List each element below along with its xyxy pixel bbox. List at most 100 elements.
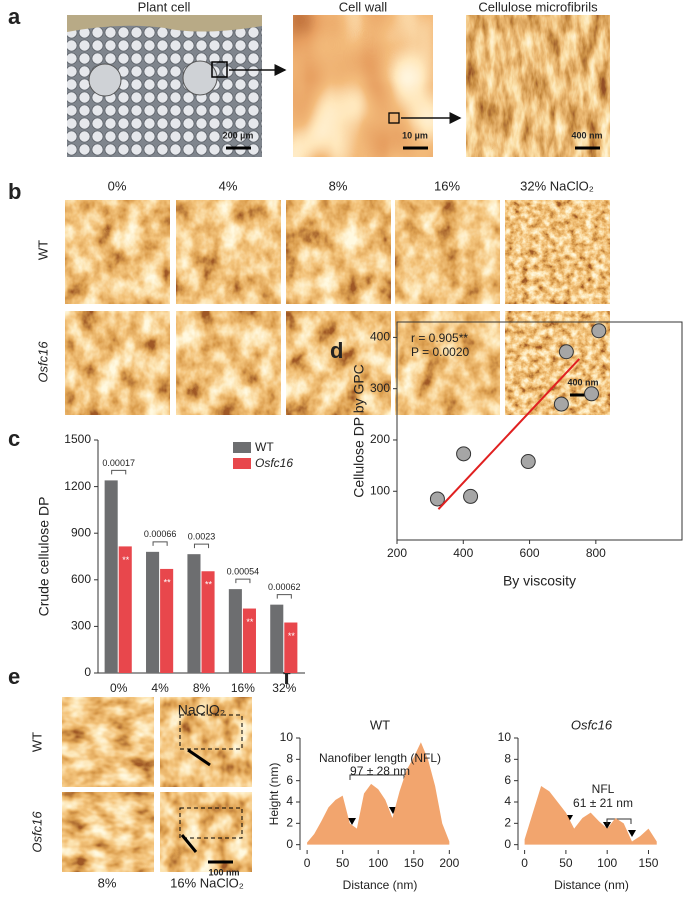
- scale-label: 10 µm: [402, 130, 428, 140]
- column-label: 4%: [219, 178, 238, 193]
- afm-image: [160, 792, 252, 872]
- y-tick-label: 300: [71, 619, 91, 633]
- y-tick-label: 0: [504, 837, 511, 851]
- y-tick-label: 4: [286, 794, 293, 808]
- bar: [242, 608, 256, 673]
- x-axis-label: Distance (nm): [343, 878, 418, 892]
- bracket: [276, 594, 292, 599]
- x-tick-label: 800: [586, 546, 606, 560]
- dashed-box: [179, 714, 243, 750]
- panel-label: f: [283, 664, 291, 689]
- panel-label: e: [8, 664, 20, 689]
- panel-label: b: [8, 179, 21, 204]
- y-tick-label: 4: [504, 794, 511, 808]
- x-tick-label: 200: [387, 546, 407, 560]
- column-label: 32% NaClO₂: [520, 178, 594, 193]
- column-label: 16%: [434, 178, 460, 193]
- row-label: WT: [29, 732, 44, 752]
- bar: [201, 571, 215, 673]
- afm-image: [286, 200, 391, 304]
- point: [520, 454, 536, 470]
- bar: [146, 551, 160, 673]
- bracket: [235, 578, 251, 584]
- profile-line: [187, 748, 211, 767]
- annotation: P = 0.0020: [411, 345, 469, 359]
- y-tick-label: 300: [370, 381, 390, 395]
- y-tick-label: 200: [370, 432, 390, 446]
- y-axis-label: Crude cellulose DP: [36, 497, 52, 617]
- afm-image: [505, 200, 610, 304]
- x-tick-label: 150: [638, 856, 658, 870]
- y-tick-label: 8: [286, 752, 293, 766]
- bar: [118, 546, 132, 673]
- x-tick-label: 0%: [110, 681, 128, 695]
- bar: [104, 480, 118, 673]
- x-tick-label: 8%: [193, 681, 211, 695]
- x-tick-label: 0: [521, 856, 528, 870]
- scale-label: 100 nm: [208, 867, 239, 877]
- bracket: [349, 774, 405, 780]
- bar: [160, 568, 174, 673]
- column-label: 8%: [98, 875, 117, 890]
- y-tick-label: 0: [84, 665, 91, 679]
- row-label: Osfc16: [29, 811, 44, 853]
- afm-image: [395, 200, 500, 304]
- x-tick-label: 4%: [151, 681, 169, 695]
- zoom-box: [388, 112, 400, 124]
- p-value: 0.00062: [268, 582, 301, 592]
- legend-label: WT: [255, 440, 274, 454]
- significance-label: **: [122, 555, 130, 565]
- point: [558, 344, 574, 360]
- x-tick-label: 200: [439, 856, 459, 870]
- marker: [628, 830, 636, 837]
- afm-image: [65, 311, 170, 415]
- profile-area: [307, 742, 450, 845]
- y-tick-label: 8: [504, 752, 511, 766]
- cell-wall-image: [293, 15, 433, 157]
- significance-label: **: [288, 631, 296, 641]
- annotation: Nanofiber length (NFL): [319, 751, 441, 765]
- scale-label: 400 nm: [571, 130, 602, 140]
- panel-label: c: [8, 426, 20, 451]
- bar: [187, 554, 201, 673]
- significance-label: **: [205, 580, 213, 590]
- significance-label: **: [246, 617, 254, 627]
- y-tick-label: 0: [286, 837, 293, 851]
- profile-area: [524, 786, 657, 845]
- y-tick-label: 6: [286, 773, 293, 787]
- afm-image: [160, 697, 252, 787]
- bar: [270, 604, 284, 673]
- y-tick-label: 2: [286, 816, 293, 830]
- vessel: [182, 60, 218, 96]
- legend-swatch: [233, 458, 251, 469]
- y-tick-label: 2: [504, 816, 511, 830]
- afm-image: [62, 697, 154, 787]
- x-axis-label: By viscosity: [503, 573, 576, 589]
- dashed-box: [179, 807, 243, 839]
- bracket: [152, 541, 168, 546]
- x-tick-label: 100: [597, 856, 617, 870]
- p-value: 0.00017: [102, 458, 135, 468]
- x-axis-label: NaClO₂: [178, 702, 225, 718]
- bracket: [111, 469, 127, 475]
- y-axis-label: Height (nm): [267, 763, 281, 826]
- chart-title: WT: [370, 717, 390, 732]
- annotation: 61 ± 21 nm: [573, 796, 633, 810]
- afm-image: [65, 200, 170, 304]
- x-axis-label: Distance (nm): [554, 878, 629, 892]
- row-label: Osfc16: [35, 341, 50, 383]
- vessel: [88, 63, 122, 97]
- x-tick-label: 600: [520, 546, 540, 560]
- row-label: WT: [35, 240, 50, 260]
- point: [591, 323, 607, 339]
- marker: [348, 818, 356, 825]
- y-axis-label: Cellulose DP by GPC: [351, 364, 367, 498]
- image-title: Cellulose microfibrils: [478, 0, 598, 14]
- bar: [228, 589, 242, 673]
- x-tick-label: 150: [404, 856, 424, 870]
- x-tick-label: 100: [368, 856, 388, 870]
- epidermis: [67, 15, 262, 32]
- legend-label: Osfc16: [255, 456, 293, 470]
- microfibril-image: [466, 15, 610, 157]
